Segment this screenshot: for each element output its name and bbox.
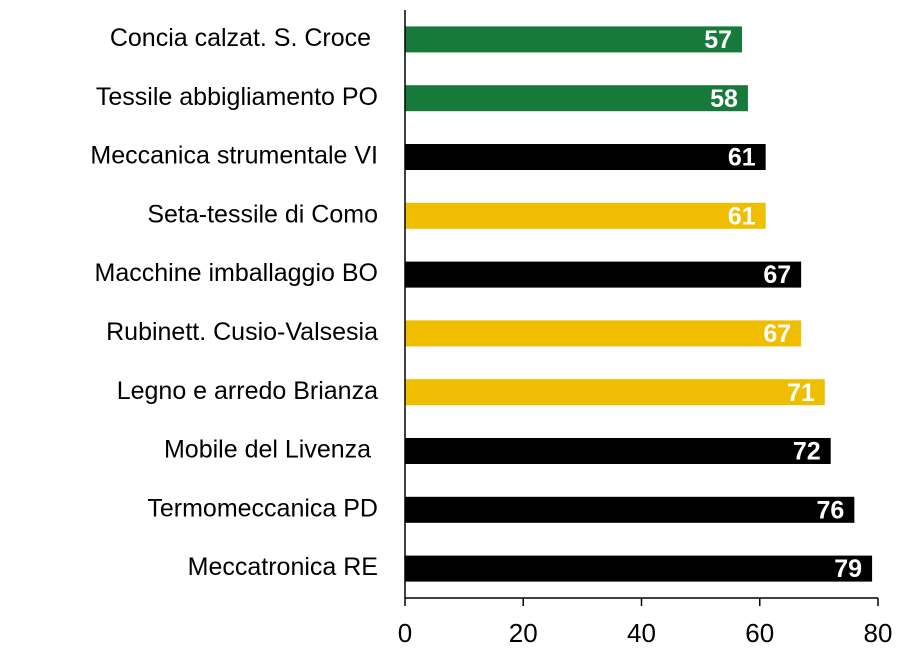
value-label: 67 [763,261,791,289]
bar [405,261,802,288]
bar [405,144,766,170]
category-label: Mobile del Livenza [164,436,378,464]
bar [405,496,855,523]
category-label: Meccatronica RE [188,553,378,581]
value-label: 61 [728,202,756,230]
value-label: 67 [763,320,791,348]
x-tick-label: 80 [864,618,893,648]
x-tick-label: 60 [745,618,774,648]
value-label: 71 [787,379,815,407]
bar [405,320,802,347]
bar [405,85,748,112]
value-label: 76 [817,496,845,524]
value-label: 61 [728,144,756,172]
category-label: Macchine imballaggio BO [95,259,378,287]
category-label: Legno e arredo Brianza [117,377,378,405]
bar [405,555,873,582]
bar [405,379,825,406]
x-tick-label: 40 [627,618,656,648]
bar [405,26,743,53]
x-tick-label: 20 [509,618,538,648]
category-label: Meccanica strumentale VI [90,142,378,170]
bar [405,202,766,229]
x-tick-label: 0 [398,618,412,648]
category-label: Concia calzat. S. Croce [110,24,378,52]
value-label: 58 [710,85,738,113]
value-label: 79 [834,555,862,583]
category-label: Seta-tessile di Como [147,200,378,228]
bar [405,438,831,464]
value-label: 57 [704,26,732,54]
category-label: Termomeccanica PD [147,494,378,522]
category-label: Rubinett. Cusio-Valsesia [106,318,378,346]
category-label: Tessile abbigliamento PO [96,83,378,111]
value-label: 72 [793,438,821,466]
